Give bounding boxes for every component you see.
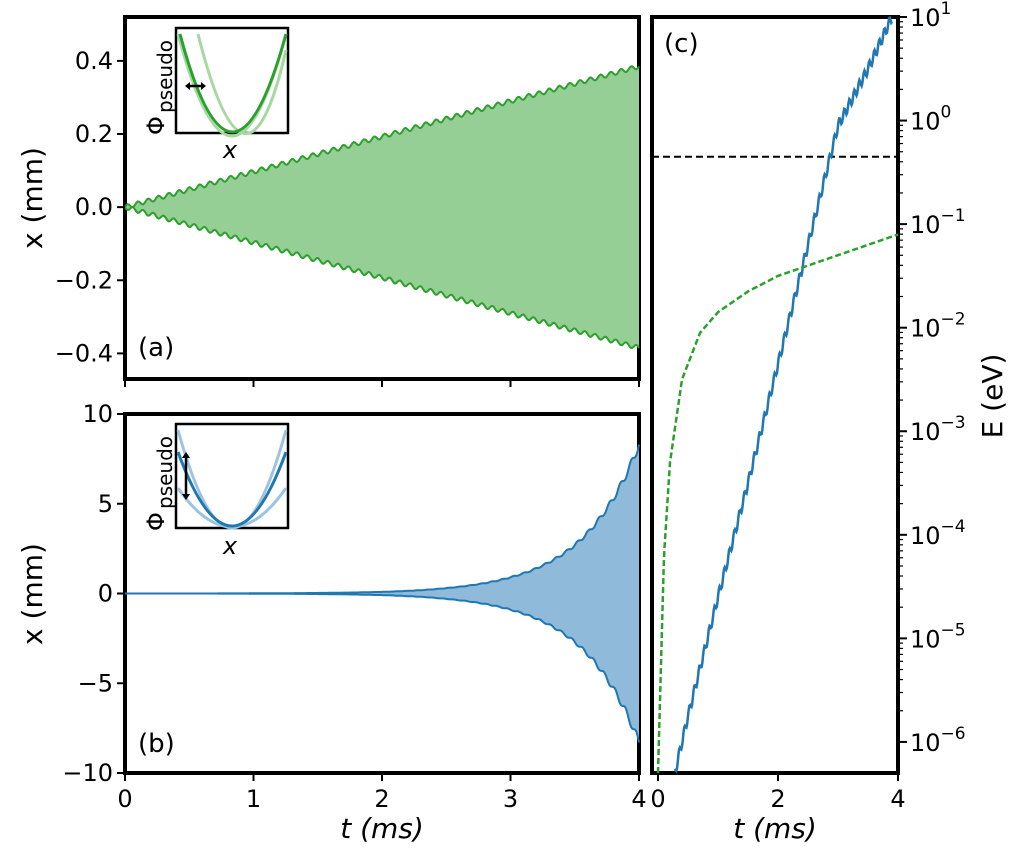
x-tick-label: 3 <box>503 785 518 813</box>
y-tick-label: 10−4 <box>910 517 966 550</box>
y-tick-label: 101 <box>910 0 951 32</box>
inset-b-ylabel-main: Φ <box>142 512 170 531</box>
panel-a: −0.4 −0.2 0.0 0.2 0.4 x (mm) (a) x Φ pseudo <box>16 15 641 387</box>
y-tick-label: −10 <box>62 759 113 787</box>
panel-b: −10 −5 0 5 10 0 1 2 3 4 x (mm) (b) t (ms) x Φ pse… <box>16 400 647 845</box>
panel-c-label: (c) <box>664 29 699 59</box>
envelope-fill <box>125 444 639 743</box>
y-tick-label: 0.2 <box>75 120 113 148</box>
panel-c-xlabel: t (ms) <box>733 812 817 845</box>
panel-a-label: (a) <box>138 333 174 363</box>
y-tick-label: 10−3 <box>910 413 966 446</box>
panel-c: 0 2 410−6 10−5 10−4 10−3 10−2 10−1 100 101 (c) t … <box>650 0 1009 845</box>
y-tick-label: 10−2 <box>910 310 966 343</box>
y-tick-label: −0.4 <box>55 339 113 367</box>
x-tick-label: 0 <box>650 785 665 813</box>
inset-b-xlabel: x <box>222 532 238 560</box>
x-tick-label: 1 <box>246 785 261 813</box>
inset-a-potential-right <box>196 33 288 136</box>
panel-b-ylabel: x (mm) <box>16 543 49 645</box>
inset-a-potential-center <box>178 33 288 134</box>
panel-b-plot-area <box>125 444 640 743</box>
panel-a-plot-area <box>124 65 640 350</box>
x-tick-label: 2 <box>374 785 389 813</box>
inset-b-ylabel: Φ pseudo <box>142 436 177 531</box>
y-tick-label: 10−1 <box>910 206 966 239</box>
y-tick-label: 0.4 <box>75 47 113 75</box>
y-tick-label: 0.0 <box>75 193 113 221</box>
y-tick-label: 5 <box>98 490 113 518</box>
y-tick-label: 0 <box>98 580 113 608</box>
inset-b-ylabel-sub: pseudo <box>153 436 177 509</box>
inset-a-ylabel-sub: pseudo <box>153 40 177 113</box>
series-solid-line <box>673 15 893 774</box>
envelope-upper-line <box>124 65 640 209</box>
inset-a-xlabel: x <box>222 136 238 164</box>
panel-c-ylabel: E (eV) <box>976 354 1009 439</box>
y-tick-label: −0.2 <box>55 266 113 294</box>
envelope-lower-line <box>124 206 640 350</box>
x-tick-label: 4 <box>631 785 646 813</box>
x-tick-label: 4 <box>890 785 905 813</box>
panel-a-ticks: −0.4 −0.2 0.0 0.2 0.4 <box>55 47 640 387</box>
envelope-lower-line <box>125 592 640 743</box>
y-tick-label: 10 <box>82 400 113 428</box>
inset-b-potential-center <box>176 451 288 528</box>
panel-b-label: (b) <box>138 729 175 759</box>
panel-c-plot-area <box>652 15 899 774</box>
inset-a-ylabel-main: Φ <box>142 116 170 135</box>
envelope-fill <box>125 66 639 349</box>
series-dashed-line <box>656 233 899 774</box>
y-tick-label: 10−6 <box>910 724 966 757</box>
y-tick-label: 10−5 <box>910 620 966 653</box>
panel-c-frame <box>650 15 900 775</box>
x-tick-label: 0 <box>117 785 132 813</box>
panel-b-ticks: −10 −5 0 5 10 0 1 2 3 4 <box>62 400 646 813</box>
panel-a-inset: x Φ pseudo <box>142 26 290 164</box>
inset-a-arrowheads <box>185 82 206 90</box>
inset-a-ylabel: Φ pseudo <box>142 40 177 135</box>
x-tick-label: 2 <box>770 785 785 813</box>
y-tick-label: −5 <box>78 669 113 697</box>
panel-c-ticks: 0 2 410−6 10−5 10−4 10−3 10−2 10−1 100 101 <box>650 0 965 813</box>
y-tick-label: 100 <box>910 103 951 136</box>
panel-b-inset: x Φ pseudo <box>142 422 290 560</box>
panel-a-ylabel: x (mm) <box>16 147 49 249</box>
panel-b-xlabel: t (ms) <box>340 812 424 845</box>
